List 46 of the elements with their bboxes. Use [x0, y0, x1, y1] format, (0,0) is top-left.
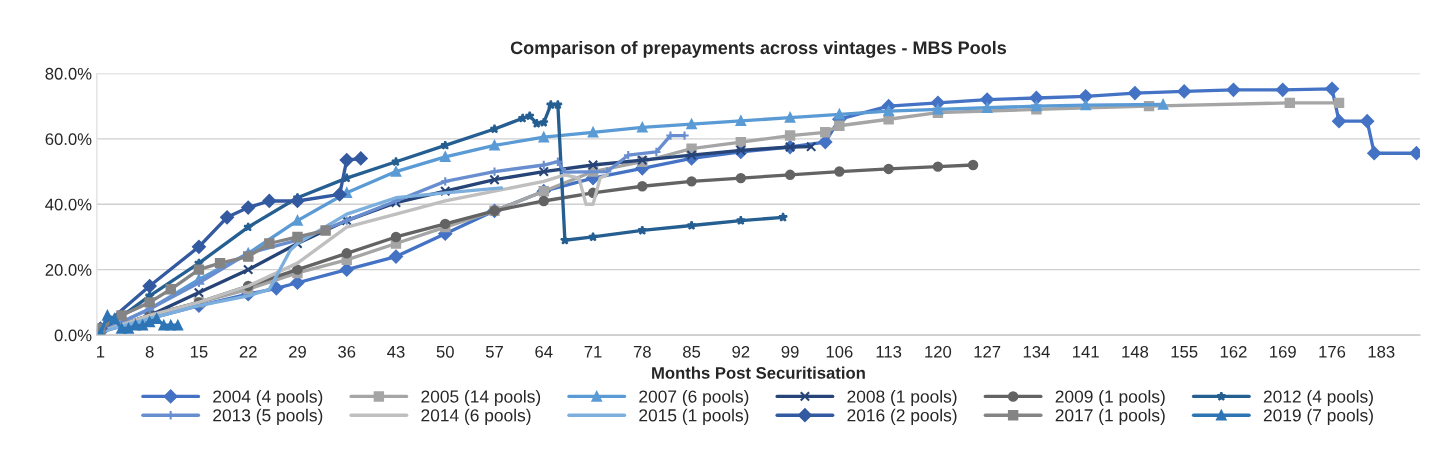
- x-tick-label: 113: [876, 345, 902, 358]
- x-tick-label: 183: [1368, 345, 1395, 358]
- x-tick-label: 22: [239, 345, 257, 358]
- legend-label: 2004 (4 pools): [213, 389, 323, 407]
- legend-label: 2017 (1 pools): [1055, 408, 1165, 425]
- x-tick-label: 162: [1220, 345, 1247, 358]
- legend-label: 2012 (4 pools): [1263, 389, 1373, 407]
- y-tick-label: 0.0%: [54, 329, 92, 342]
- legend-label: 2013 (5 pools): [213, 408, 323, 425]
- y-tick-label: 20.0%: [45, 264, 92, 276]
- x-tick-label: 15: [190, 346, 208, 358]
- legend-label: 2005 (14 pools): [421, 389, 541, 407]
- legend-label: 2015 (1 pools): [639, 408, 749, 425]
- x-tick-label: 50: [436, 345, 454, 358]
- y-tick-label: 60.0%: [45, 133, 92, 146]
- x-tick-label: 57: [485, 346, 503, 358]
- legend-label: 2016 (2 pools): [847, 408, 957, 425]
- x-tick-label: 43: [387, 345, 405, 358]
- x-tick-label: 176: [1319, 345, 1346, 358]
- x-tick-label: 134: [1023, 345, 1050, 358]
- x-tick-label: 106: [826, 345, 853, 358]
- x-tick-label: 148: [1122, 345, 1149, 358]
- legend-label: 2014 (6 pools): [421, 408, 531, 425]
- x-tick-label: 71: [584, 346, 602, 358]
- x-axis-title: Months Post Securitisation: [652, 366, 865, 379]
- x-tick-label: 78: [633, 345, 651, 358]
- x-tick-label: 169: [1270, 345, 1296, 358]
- y-tick-label: 40.0%: [45, 198, 92, 211]
- x-tick-label: 8: [145, 345, 154, 358]
- x-tick-label: 120: [925, 345, 952, 358]
- x-tick-label: 99: [781, 345, 799, 358]
- x-tick-label: 1: [97, 346, 105, 358]
- x-tick-label: 85: [683, 345, 701, 358]
- x-tick-label: 64: [535, 345, 553, 358]
- legend-label: 2009 (1 pools): [1055, 389, 1165, 407]
- x-tick-label: 155: [1171, 346, 1198, 358]
- legend-label: 2007 (6 pools): [639, 389, 749, 407]
- legend-label: 2008 (1 pools): [847, 389, 957, 407]
- x-tick-label: 29: [289, 345, 306, 358]
- x-tick-label: 92: [732, 345, 750, 358]
- legend-label: 2019 (7 pools): [1263, 408, 1373, 425]
- y-tick-label: 80.0%: [45, 67, 92, 80]
- chart-title: Comparison of prepayments across vintages - MBS Pools: [510, 40, 1007, 58]
- x-tick-label: 141: [1073, 346, 1099, 358]
- x-tick-label: 127: [974, 345, 1001, 358]
- x-tick-label: 36: [338, 345, 356, 358]
